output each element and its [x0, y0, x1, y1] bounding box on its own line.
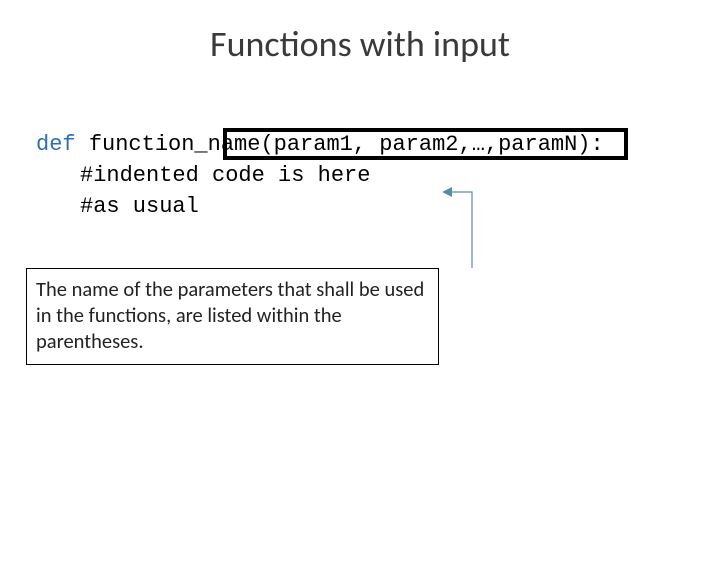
code-block: def function_name(param1, param2,…,param… [36, 130, 604, 222]
code-comment-1: #indented code is here [80, 163, 370, 188]
callout-box: The name of the parameters that shall be… [26, 268, 439, 365]
callout-text: The name of the parameters that shall be… [36, 276, 424, 354]
param-list: (param1, param2,…,paramN): [260, 132, 603, 157]
page-title: Functions with input [0, 22, 720, 66]
keyword-def: def [36, 132, 76, 157]
code-comment-2: #as usual [80, 194, 199, 219]
function-name: function_name [89, 132, 261, 157]
